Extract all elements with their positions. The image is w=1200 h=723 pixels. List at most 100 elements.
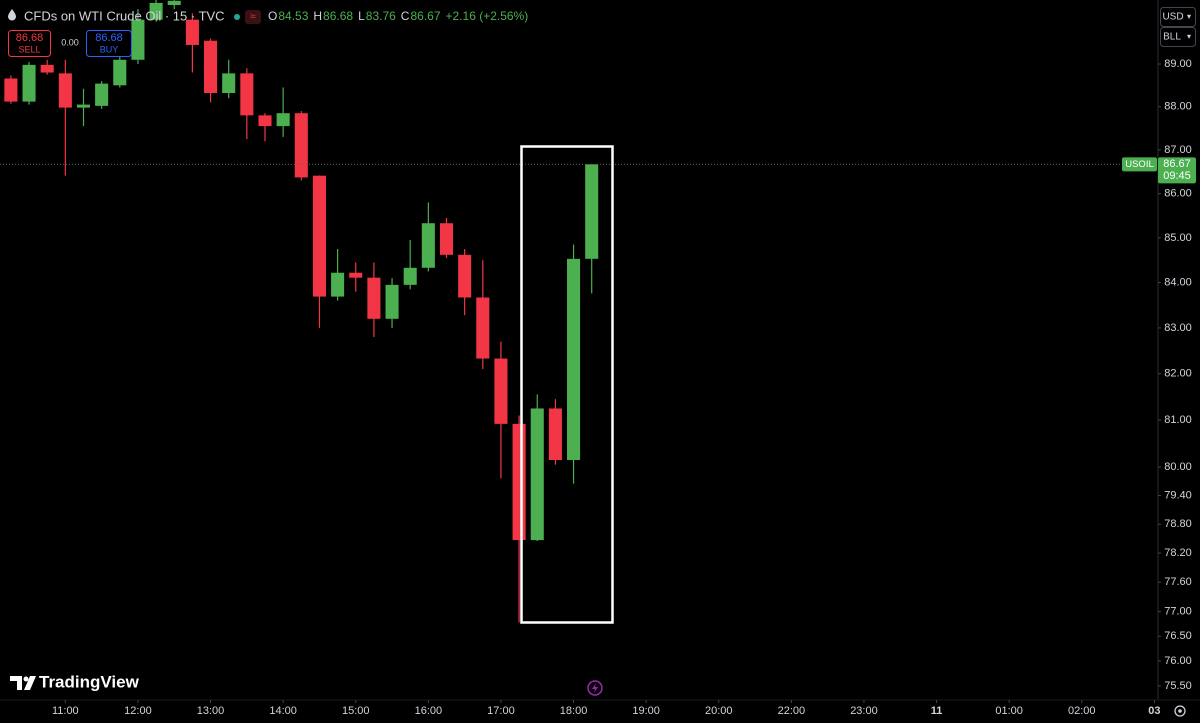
y-tick-label: 77.60 — [1164, 576, 1192, 588]
currency-unit: USD ▾ BLL ▾ — [1160, 7, 1196, 47]
candle-body — [385, 284, 399, 319]
sell-button[interactable] — [8, 30, 51, 57]
currency-button[interactable] — [1160, 7, 1196, 27]
candle-body — [4, 78, 18, 102]
price-scale: 89.00 88.00 87.00 86.00 85.00 84.00 83.00 82.00… — [1157, 0, 1192, 700]
y-tick-label: 84.00 — [1164, 277, 1192, 289]
buy-price: 86.68 — [95, 32, 123, 44]
unit-button[interactable] — [1160, 27, 1196, 47]
unit-caret: ▾ — [1187, 32, 1191, 41]
ohlc-label: O — [268, 9, 277, 23]
candle-body — [494, 358, 508, 424]
candle-body — [294, 113, 308, 178]
candle-body — [439, 223, 454, 255]
y-tick-label: 86.00 — [1164, 188, 1192, 200]
candle-body — [276, 113, 290, 127]
currency-caret: ▾ — [1187, 12, 1191, 21]
ohlc-values: O 84.53 H 86.68 L 83.76 C 86.67 — [268, 9, 441, 23]
time-scale: 11:00 12:00 13:00 14:00 15:00 16:00 17:00 18:00… — [0, 699, 1200, 717]
candle-body — [476, 297, 490, 359]
ohlc-label: L — [358, 9, 365, 23]
logo-text: TradingView — [39, 672, 140, 691]
x-tick-label: 23:00 — [850, 705, 878, 717]
x-tick-label: 17:00 — [487, 705, 515, 717]
y-tick-label: 82.00 — [1164, 368, 1192, 380]
x-tick-label: 14:00 — [269, 705, 297, 717]
settings-icon[interactable] — [1174, 705, 1186, 717]
data-badge-icon: ≈ — [250, 12, 256, 23]
logo-dot — [23, 676, 29, 682]
settings-icon-center — [1178, 709, 1182, 713]
change-value: +2.16 (+2.56%) — [446, 9, 529, 23]
x-tick-label: 20:00 — [705, 705, 733, 717]
ohlc-value: 83.76 — [366, 9, 396, 23]
ohlc-label: H — [313, 9, 322, 23]
y-tick-label: 83.00 — [1164, 322, 1192, 334]
highlight-box — [520, 145, 614, 624]
lightning-icon[interactable] — [587, 680, 603, 696]
candle-body — [204, 40, 218, 94]
sell-label: SELL — [18, 44, 40, 54]
y-tick-label: 78.20 — [1164, 547, 1192, 559]
candle-body — [349, 272, 363, 278]
x-tick-label: 15:00 — [342, 705, 370, 717]
currency: USD — [1162, 12, 1183, 23]
symbol-label: USOIL — [1125, 159, 1154, 170]
candle-body — [131, 19, 145, 60]
x-tick-label: 11:00 — [52, 705, 79, 717]
candle-body — [331, 272, 345, 297]
x-tick-label: 18:00 — [560, 705, 588, 717]
candle-body — [22, 64, 36, 102]
candle-body — [222, 73, 236, 94]
y-tick-label: 87.00 — [1164, 144, 1192, 156]
symbol-label-box — [1122, 157, 1157, 172]
x-tick-label: 16:00 — [415, 705, 443, 717]
trade-panel: 86.68 SELL 0.00 86.68 BUY — [8, 30, 132, 57]
x-tick-label: 19:00 — [632, 705, 660, 717]
logo-mark — [10, 676, 36, 690]
candle-body — [167, 0, 181, 6]
candle-body — [530, 408, 544, 541]
candle-body — [185, 19, 199, 45]
lightning-bolt — [592, 683, 598, 693]
y-tick-label: 88.00 — [1164, 101, 1192, 113]
y-tick-label: 85.00 — [1164, 232, 1192, 244]
ohlc-value: 86.67 — [410, 9, 440, 23]
candle-body — [421, 223, 435, 268]
market-open-dot — [234, 14, 240, 20]
candle-body — [367, 277, 381, 319]
y-tick-label: 77.00 — [1164, 605, 1192, 617]
candle-body — [58, 73, 72, 108]
candle-body — [548, 408, 562, 460]
last-price-box — [1158, 157, 1196, 184]
candle-body — [76, 104, 91, 108]
candle-body — [113, 59, 127, 86]
ohlc-label: C — [401, 9, 410, 23]
candle-body — [585, 164, 599, 259]
buy-button[interactable] — [86, 30, 132, 57]
sell-price: 86.68 — [16, 32, 44, 44]
y-tick-label: 76.50 — [1164, 630, 1192, 642]
candle-body — [567, 258, 581, 460]
candle-body — [312, 175, 326, 297]
candle-body — [512, 423, 526, 541]
candle-body — [258, 115, 272, 127]
candle-body — [95, 83, 109, 106]
candle-body — [40, 64, 54, 73]
unit: BLL — [1163, 32, 1181, 43]
legend-header: CFDs on WTI Crude Oil · 15 · TVC ≈ O 84.5… — [8, 8, 528, 24]
buy-label: BUY — [100, 44, 119, 54]
data-badge — [245, 10, 261, 24]
x-tick-label: 02:00 — [1068, 705, 1096, 717]
spread: 0.00 — [61, 37, 79, 47]
countdown-label: 09:45 — [1163, 170, 1191, 182]
y-tick-label: 81.00 — [1164, 414, 1192, 426]
y-tick-label: 89.00 — [1164, 58, 1192, 70]
symbol-title: CFDs on WTI Crude Oil · 15 · TVC — [24, 8, 225, 23]
logo: TradingView — [10, 672, 140, 691]
candle-body — [458, 254, 472, 298]
y-tick-label: 80.00 — [1164, 461, 1192, 473]
